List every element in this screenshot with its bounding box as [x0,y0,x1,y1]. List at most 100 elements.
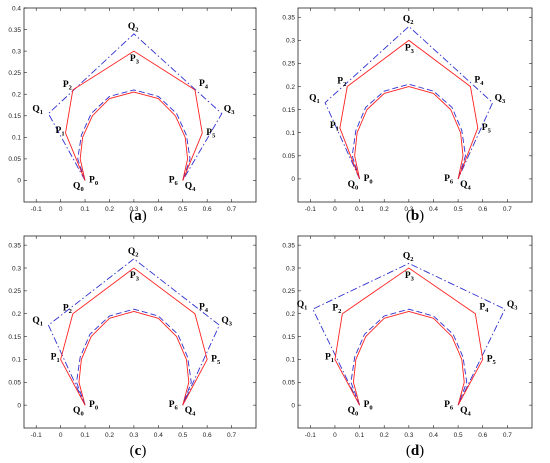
point-label-p6: P6 [444,400,454,412]
x-tick-label: 0.6 [203,206,212,213]
x-tick-label: 0.1 [81,206,90,213]
point-label-p2: P2 [337,77,346,89]
panel-d: -0.1 0 0.1 0.2 0.3 0.4 0.5 0.6 0.7 0 0.05 0.1 0.15 0.… [282,235,533,459]
y-tick-label: 0.3 [12,265,21,272]
y-tick-label: 0.05 [282,380,295,387]
x-tick-label: 0.7 [227,206,236,213]
y-tick-label: 0.25 [282,288,295,295]
point-label-q0: Q0 [73,181,84,193]
point-label-p6: P6 [169,175,179,187]
y-tick-label: 0.35 [8,242,21,249]
point-label-p6: P6 [169,400,179,412]
x-tick-label: 0.1 [81,432,90,439]
x-tick-label: 0.6 [478,206,487,213]
y-tick-label: 0 [17,402,21,409]
x-tick-label: 0.3 [129,432,138,439]
y-tick-label: 0.4 [12,5,21,12]
point-label-p2: P2 [63,80,72,92]
x-tick-label: 0 [59,432,63,439]
point-label-q0: Q0 [348,180,359,192]
y-tick-label: 0.15 [8,113,21,120]
y-tick-label: 0.3 [286,265,295,272]
y-tick-label: 0.35 [282,15,295,22]
y-tick-label: 0 [17,178,21,185]
curve-solid [354,86,464,179]
y-tick-label: 0.05 [8,380,21,387]
x-tick-label: -0.1 [31,432,43,439]
x-tick-label: 0.5 [178,206,187,213]
panel-caption: (a) [129,208,147,224]
y-tick-label: 0.2 [12,311,21,318]
p-control-polygon [339,39,479,180]
point-label-p5: P5 [206,128,216,140]
x-tick-label: 0.3 [129,206,138,213]
point-label-p3: P3 [405,43,415,55]
y-tick-label: 0.05 [8,156,21,163]
x-tick-label: 0.2 [380,432,389,439]
panel-c: -0.1 0 0.1 0.2 0.3 0.4 0.5 0.6 0.7 0 0.05 0.1 0.15 0.… [8,235,257,459]
point-label-q1: Q1 [32,316,43,328]
x-tick-label: 0.4 [429,432,438,439]
x-tick-label: 0.2 [105,206,114,213]
x-tick-label: 0.7 [503,206,512,213]
point-label-q0: Q0 [73,406,84,418]
panel-caption: (b) [406,208,424,224]
y-tick-label: 0.3 [12,48,21,55]
curve-solid [78,310,190,406]
panel-a: -0.1 0 0.1 0.2 0.3 0.4 0.5 0.6 0.7 0 0.05 0.1 0.15 0.… [8,5,257,224]
y-tick-label: 0.2 [12,92,21,99]
panel-caption: (c) [130,443,147,459]
point-label-q2: Q2 [128,22,139,34]
x-tick-label: 0 [333,206,337,213]
point-label-q2: Q2 [128,247,139,259]
x-tick-label: 0.4 [429,206,438,213]
curve-dashed [76,308,192,406]
point-label-q3: Q3 [224,105,235,117]
x-tick-label: 0.1 [355,206,364,213]
p-control-polygon [65,50,203,181]
point-label-p0: P0 [364,174,373,186]
x-tick-label: 0.7 [503,432,512,439]
point-label-q3: Q3 [507,300,518,312]
y-tick-label: 0.1 [12,135,21,142]
y-tick-label: 0.25 [8,70,21,77]
x-tick-label: -0.1 [305,206,317,213]
y-tick-label: 0.15 [282,107,295,114]
q-control-polygon [324,25,494,180]
point-label-q3: Q3 [495,94,506,106]
point-label-p3: P3 [130,271,140,283]
y-tick-label: 0.25 [8,288,21,295]
point-label-p1: P1 [51,352,60,364]
point-label-p1: P1 [330,121,339,133]
x-tick-label: -0.1 [31,206,43,213]
point-label-p4: P4 [199,79,209,91]
point-label-q1: Q1 [309,94,320,106]
x-tick-label: 0.2 [380,206,389,213]
point-label-q4: Q4 [460,406,471,418]
q-control-polygon [47,33,223,181]
point-label-p1: P1 [325,352,334,364]
p-control-polygon [60,267,208,406]
point-label-p0: P0 [89,400,98,412]
point-label-p2: P2 [332,304,341,316]
point-label-p1: P1 [56,126,65,138]
x-tick-label: 0.5 [178,432,187,439]
point-label-p4: P4 [474,76,484,88]
point-label-p0: P0 [89,175,98,187]
y-tick-label: 0 [291,176,295,183]
x-tick-label: 0.3 [404,206,413,213]
y-tick-label: 0.2 [286,311,295,318]
x-tick-label: 0.1 [355,432,364,439]
point-label-q2: Q2 [403,251,414,263]
point-label-q1: Q1 [297,300,308,312]
x-tick-label: 0.4 [154,206,163,213]
axes-frame [23,235,257,429]
x-tick-label: 0.3 [404,432,413,439]
point-label-p5: P5 [482,123,492,135]
y-tick-label: 0.35 [8,27,21,34]
curve-dashed [351,83,466,180]
point-label-q3: Q3 [221,316,232,328]
y-tick-label: 0.1 [286,357,295,364]
point-label-q0: Q0 [348,406,359,418]
